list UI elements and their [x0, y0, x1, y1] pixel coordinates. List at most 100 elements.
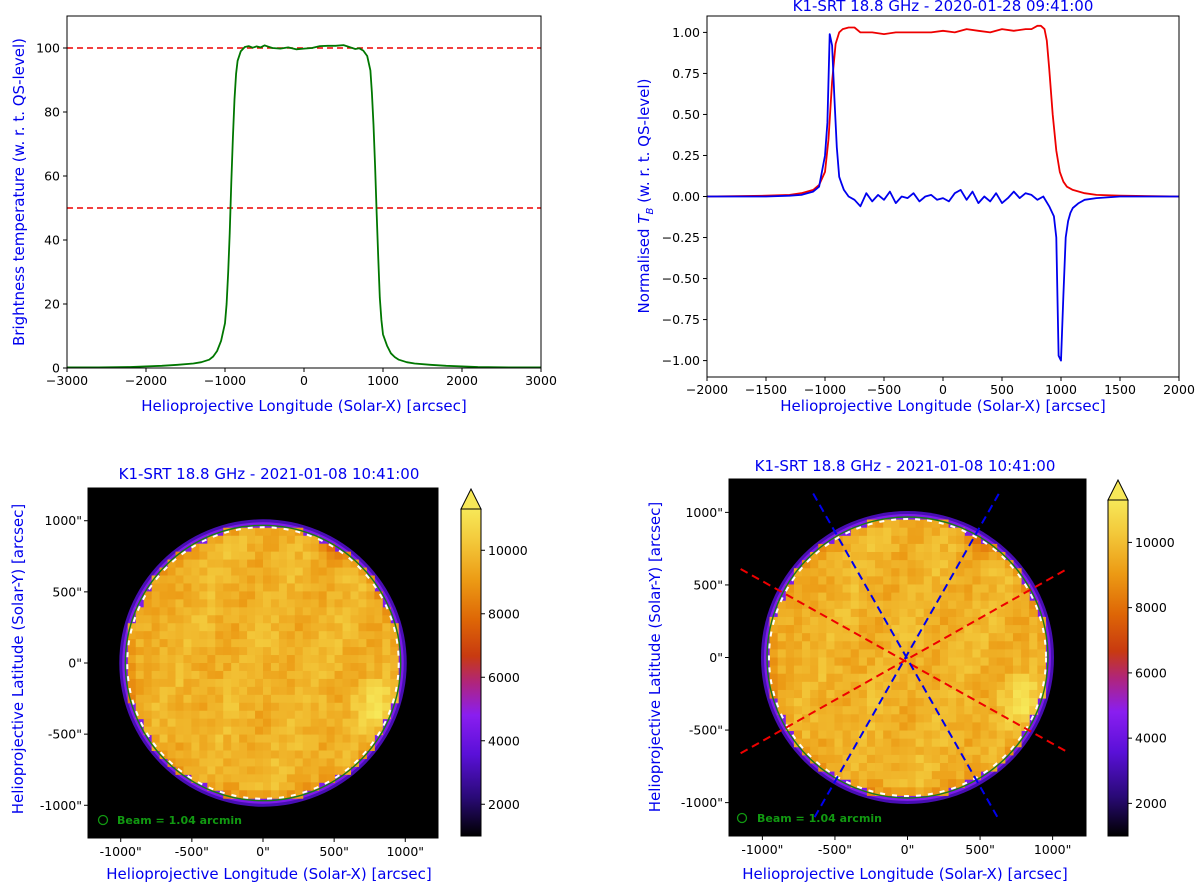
y-tick-label: -1000": [681, 795, 723, 810]
map-pixel: [310, 615, 320, 624]
map-pixel: [326, 607, 336, 616]
map-pixel: [175, 567, 184, 576]
map-pixel: [350, 726, 359, 736]
map-pixel: [899, 673, 908, 683]
map-pixel: [127, 678, 137, 688]
map-pixel: [948, 689, 957, 699]
map-pixel: [826, 714, 835, 723]
map-pixel: [826, 608, 835, 618]
map-pixel: [183, 750, 192, 759]
map-pixel: [366, 607, 375, 616]
y-tick-label: 1000": [685, 505, 723, 520]
map-pixel: [850, 722, 860, 732]
map-pixel: [769, 665, 779, 675]
map-pixel: [191, 750, 200, 759]
map-pixel: [826, 730, 835, 740]
map-pixel: [1021, 649, 1030, 658]
map-pixel: [956, 568, 965, 577]
map-pixel: [223, 631, 232, 640]
map-pixel: [263, 710, 272, 720]
map-pixel: [956, 608, 965, 618]
map-pixel: [972, 560, 982, 569]
map-pixel: [358, 591, 367, 600]
map-pixel: [842, 552, 852, 561]
map-pixel: [310, 639, 320, 648]
map-pixel: [883, 714, 892, 723]
map-pixel: [255, 543, 264, 553]
map-pixel: [199, 774, 208, 783]
map-pixel: [231, 678, 240, 688]
map-pixel: [151, 639, 161, 648]
map-pixel: [231, 647, 240, 656]
map-pixel: [263, 583, 272, 592]
map-pixel: [191, 599, 200, 608]
map-pixel: [358, 599, 367, 608]
map-pixel: [278, 726, 288, 736]
y-tick-label: 1.00: [672, 25, 700, 40]
map-pixel: [239, 631, 248, 640]
map-pixel: [907, 608, 917, 618]
colorbar-tick-label: 10000: [488, 543, 528, 558]
map-pixel: [948, 608, 957, 618]
map-pixel: [231, 631, 240, 640]
map-pixel: [278, 734, 288, 744]
map-pixel: [907, 600, 917, 610]
map-pixel: [891, 673, 900, 683]
map-pixel: [1004, 738, 1014, 748]
map-pixel: [810, 625, 819, 634]
x-tick-label: 2000: [1163, 382, 1195, 397]
map-pixel: [231, 567, 240, 576]
map-pixel: [1029, 616, 1038, 626]
map-pixel: [191, 702, 200, 712]
y-tick-label: −0.75: [662, 312, 700, 327]
map-pixel: [247, 678, 256, 688]
map-pixel: [883, 779, 892, 788]
map-pixel: [390, 686, 399, 696]
map-pixel: [842, 673, 852, 683]
map-pixel: [883, 673, 892, 683]
map-pixel: [334, 758, 344, 767]
map-pixel: [858, 543, 868, 553]
map-pixel: [915, 779, 925, 788]
map-pixel: [231, 607, 240, 616]
map-pixel: [931, 722, 941, 732]
map-pixel: [167, 702, 176, 712]
map-pixel: [342, 726, 351, 736]
map-pixel: [1029, 633, 1038, 642]
map-pixel: [159, 702, 169, 712]
map-pixel: [231, 718, 240, 728]
map-pixel: [980, 616, 990, 626]
map-pixel: [980, 714, 990, 723]
map-pixel: [891, 689, 900, 699]
map-pixel: [907, 527, 917, 537]
map-pixel: [294, 790, 304, 799]
x-tick-label: −1000: [204, 373, 246, 388]
map-pixel: [239, 647, 248, 656]
map-pixel: [866, 657, 876, 667]
map-pixel: [326, 583, 336, 592]
map-pixel: [939, 746, 949, 756]
map-pixel: [915, 706, 925, 715]
map-pixel: [907, 592, 917, 602]
map-pixel: [866, 746, 876, 756]
map-pixel: [996, 665, 1006, 675]
x-tick-label: −1500: [745, 382, 787, 397]
map-pixel: [350, 583, 359, 592]
map-pixel: [286, 758, 296, 767]
map-pixel: [972, 625, 982, 634]
map-pixel: [366, 678, 375, 688]
map-pixel: [286, 702, 296, 712]
map-pixel: [899, 771, 908, 780]
map-pixel: [199, 639, 208, 648]
map-pixel: [350, 591, 359, 600]
map-pixel: [175, 591, 184, 600]
map-pixel: [207, 535, 216, 545]
map-pixel: [996, 552, 1006, 561]
map-pixel: [255, 710, 264, 720]
map-pixel: [310, 726, 320, 736]
map-pixel: [923, 568, 933, 577]
map-pixel: [883, 730, 892, 740]
map-pixel: [342, 623, 351, 632]
map-pixel: [948, 527, 957, 537]
map-pixel: [850, 625, 860, 634]
